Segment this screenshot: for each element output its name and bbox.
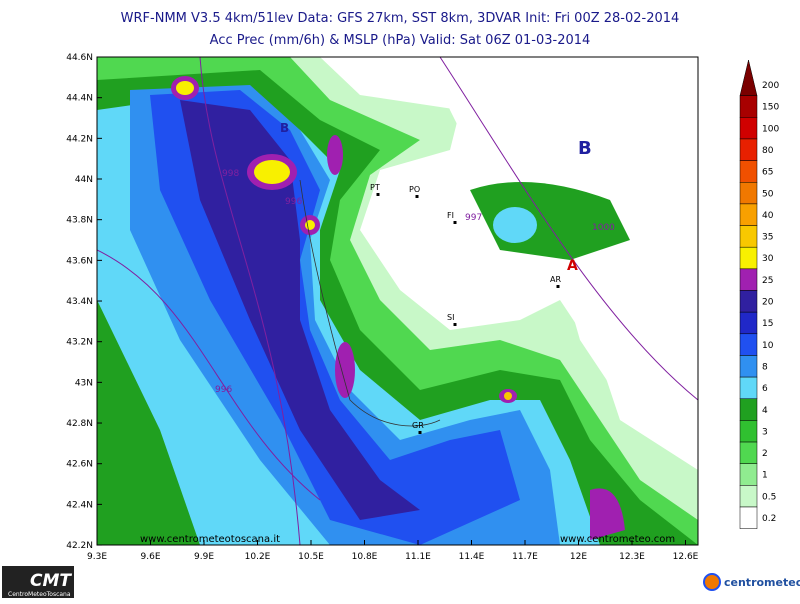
lat-label: 43.4N xyxy=(66,297,93,307)
lat-label: 42.8N xyxy=(66,419,93,429)
lon-label: 9.9E xyxy=(194,552,214,562)
colorbar-label: 200 xyxy=(762,81,779,91)
pressure-center: B xyxy=(280,121,289,135)
logo-right: centrometeo xyxy=(724,576,800,589)
colorbar-cap xyxy=(739,59,758,96)
colorbar-label: 20 xyxy=(762,298,774,308)
lon-label: 11.1E xyxy=(405,552,431,562)
city-dot xyxy=(453,323,457,326)
colorbar-label: 30 xyxy=(762,254,774,264)
colorbar-label: 50 xyxy=(762,189,774,199)
lon-label: 10.2E xyxy=(245,552,271,562)
colorbar-swatch xyxy=(739,203,758,226)
city-label: PT xyxy=(370,183,380,192)
colorbar-swatch xyxy=(739,117,758,140)
watermark: www.centrometeo.com xyxy=(560,534,675,545)
lat-label: 42.2N xyxy=(66,541,93,551)
lon-label: 11.7E xyxy=(512,552,538,562)
colorbar-label: 150 xyxy=(762,103,779,113)
lat-label: 44.4N xyxy=(66,94,93,104)
colorbar-label: 80 xyxy=(762,146,774,156)
colorbar-swatch xyxy=(739,506,758,529)
colorbar-swatch xyxy=(739,225,758,248)
logo-left: CMT xyxy=(30,571,72,591)
city-label: SI xyxy=(447,313,454,322)
colorbar-swatch xyxy=(739,246,758,270)
isobar-label: 1000 xyxy=(592,223,615,233)
colorbar-label: 15 xyxy=(762,319,773,329)
colorbar-swatch xyxy=(739,311,758,335)
colorbar-label: 0.2 xyxy=(762,514,776,524)
colorbar-label: 40 xyxy=(762,211,774,221)
colorbar-swatch xyxy=(739,355,758,378)
colorbar-label: 100 xyxy=(762,124,779,134)
colorbar-swatch xyxy=(739,95,758,118)
lat-label: 43.6N xyxy=(66,256,93,266)
colorbar-label: 2 xyxy=(762,449,768,459)
city-dot xyxy=(556,285,560,288)
colorbar-swatch xyxy=(739,290,758,313)
lat-label: 43.2N xyxy=(66,338,93,348)
map-field xyxy=(97,57,698,545)
colorbar-label: 3 xyxy=(762,427,768,437)
city-label: FI xyxy=(447,211,454,220)
colorbar-swatch xyxy=(739,182,758,205)
colorbar-label: 8 xyxy=(762,362,768,372)
colorbar-label: 35 xyxy=(762,233,773,243)
lat-label: 44N xyxy=(75,175,93,185)
lon-label: 10.5E xyxy=(298,552,324,562)
colorbar-swatch xyxy=(739,138,758,161)
logo-box xyxy=(2,566,74,598)
colorbar-swatch xyxy=(739,463,758,486)
lat-label: 43N xyxy=(75,378,93,388)
pressure-center: A xyxy=(567,258,578,274)
lat-label: 42.4N xyxy=(66,500,93,510)
colorbar-swatch xyxy=(739,420,758,443)
lat-label: 43.8N xyxy=(66,216,93,226)
logo-icon xyxy=(703,573,721,591)
lon-label: 9.3E xyxy=(87,552,107,562)
colorbar-label: 25 xyxy=(762,276,773,286)
subtitle: Acc Prec (mm/6h) & MSLP (hPa) Valid: Sat… xyxy=(210,33,591,48)
lon-label: 9.6E xyxy=(141,552,161,562)
city-dot xyxy=(415,195,419,198)
city-dot xyxy=(418,431,422,434)
lon-label: 12.3E xyxy=(619,552,645,562)
lat-label: 42.6N xyxy=(66,460,93,470)
colorbar-label: 10 xyxy=(762,341,774,351)
watermark: www.centrometeotoscana.it xyxy=(140,534,280,545)
colorbar-label: 4 xyxy=(762,406,768,416)
logo-left-sub: CentroMeteoToscana xyxy=(8,591,71,598)
colorbar-swatch xyxy=(739,485,758,508)
colorbar-swatch xyxy=(739,268,758,291)
isobar-label: 996 xyxy=(215,385,232,395)
colorbar-label: 6 xyxy=(762,384,768,394)
colorbar-swatch xyxy=(739,333,758,356)
colorbar-swatch xyxy=(739,160,758,183)
city-label: AR xyxy=(550,275,561,284)
isobar-label: 998 xyxy=(222,169,239,179)
city-dot xyxy=(376,193,380,196)
isobar-label: 996 xyxy=(285,197,302,207)
title: WRF-NMM V3.5 4km/51lev Data: GFS 27km, S… xyxy=(121,11,680,26)
lon-label: 12.6E xyxy=(673,552,699,562)
colorbar-swatch xyxy=(739,398,758,421)
city-label: GR xyxy=(412,421,424,430)
colorbar-swatch xyxy=(739,441,758,464)
lon-label: 12E xyxy=(570,552,587,562)
lat-label: 44.2N xyxy=(66,134,93,144)
city-dot xyxy=(453,221,457,224)
colorbar-label: 65 xyxy=(762,168,773,178)
lon-label: 10.8E xyxy=(352,552,378,562)
lon-label: 11.4E xyxy=(459,552,485,562)
lat-label: 44.6N xyxy=(66,53,93,63)
colorbar-label: 1 xyxy=(762,471,768,481)
city-label: PO xyxy=(409,185,420,194)
colorbar-swatch xyxy=(739,376,758,400)
isobar-label: 997 xyxy=(465,213,482,223)
pressure-center: B xyxy=(578,138,592,159)
colorbar-label: 0.5 xyxy=(762,492,776,502)
